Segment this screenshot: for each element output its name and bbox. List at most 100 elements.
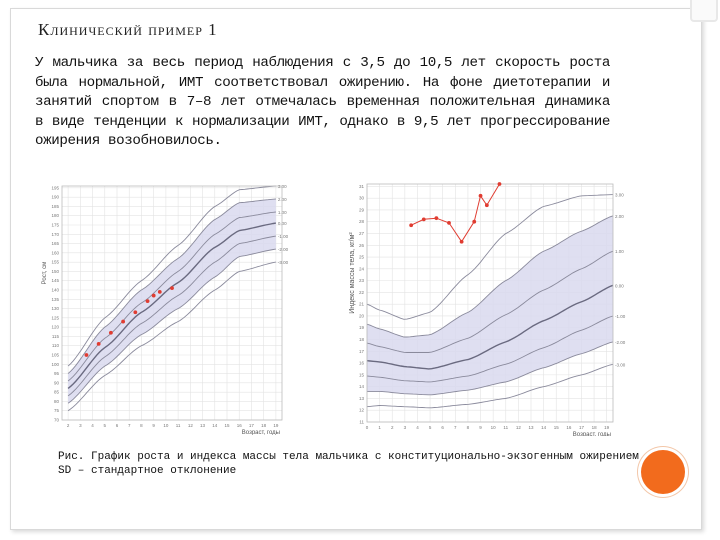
chart0-x-tick-label: 8	[140, 423, 143, 428]
chart0-y-tick-label: 190	[51, 195, 59, 200]
chart1-y-tick-label: 28	[359, 219, 365, 224]
chart1-sd-curve	[366, 250, 614, 353]
chart1-sd-curve	[366, 284, 614, 370]
chart0-y-tick-label: 195	[51, 185, 59, 190]
chart1-frame	[366, 183, 614, 423]
chart0-x-tick-label: 7	[128, 423, 131, 428]
chart0-y-tick-label: 185	[51, 204, 59, 209]
chart0-sd-label: -1.00	[278, 234, 289, 239]
chart0-patient-point	[133, 310, 138, 315]
chart0-y-tick-label: 175	[51, 223, 59, 228]
chart1-sd-label: -2.00	[615, 340, 626, 345]
chart0-y-tick-label: 70	[54, 418, 60, 423]
chart0-x-tick-label: 17	[249, 423, 255, 428]
chart1-sd-label: -1.00	[615, 314, 626, 319]
chart1-x-tick-label: 17	[579, 425, 585, 430]
chart0-y-tick-label: 105	[51, 353, 59, 358]
chart0-x-tick-label: 4	[91, 423, 94, 428]
chart1-patient-point	[447, 220, 451, 225]
chart1-y-tick-label: 29	[359, 207, 365, 212]
chart1-sd-label: 1.00	[615, 249, 624, 254]
chart1-y-tick-label: 20	[359, 313, 365, 318]
chart1-y-axis-label: Индекс массы тела, кг/м²	[349, 232, 356, 314]
chart1-patient-point	[409, 223, 414, 228]
chart0-y-tick-label: 180	[51, 213, 59, 218]
chart0-y-tick-label: 90	[54, 380, 60, 385]
chart0-x-tick-label: 2	[67, 423, 70, 428]
chart1-x-tick-label: 7	[454, 425, 457, 430]
chart0-sd-label: 2.00	[278, 197, 287, 202]
chart0-y-tick-label: 170	[51, 232, 59, 237]
chart0-y-tick-label: 110	[52, 343, 60, 348]
height-chart: 3.00 2.00 1.00 0.00 -1.00 -2.00 -3.00 70 75 80 85 9…	[38, 178, 338, 436]
bmi-chart-svg: 3.002.001.000.00-1.00-2.00-3.00111213141…	[349, 182, 626, 438]
chart1-sd-curve	[366, 363, 614, 409]
chart0-x-tick-label: 18	[261, 423, 267, 428]
slide-corner-decoration	[690, 0, 718, 22]
chart0-y-tick-label: 115	[52, 334, 60, 339]
chart0-patient-point	[151, 293, 156, 298]
chart1-patient-point	[421, 217, 426, 222]
chart1-sd-curve	[367, 341, 614, 396]
chart1-x-tick-label: 10	[491, 425, 497, 430]
chart1-y-tick-label: 22	[359, 290, 365, 295]
bmi-chart: 3.00 2.00 1.00 0.00 -1.00 -2.00 -3.00 11 12 13 14 1…	[345, 178, 638, 438]
chart0-y-axis-label: Рост, см	[42, 262, 48, 285]
chart1-x-tick-label: 18	[592, 425, 598, 430]
chart0-y-tick-label: 160	[51, 250, 59, 255]
chart1-x-tick-label: 15	[554, 425, 560, 430]
chart1-sd-band	[367, 215, 613, 395]
chart1-y-tick-label: 13	[359, 396, 365, 401]
chart0-x-tick-label: 3	[79, 423, 82, 428]
chart1-sd-label: -3.00	[615, 362, 626, 367]
chart0-y-tick-label: 165	[51, 241, 59, 246]
chart1-x-axis-label: Возраст, годы	[573, 432, 611, 436]
chart1-patient-point	[459, 239, 464, 244]
chart1-y-tick-label: 18	[359, 337, 365, 342]
chart1-patient-point	[497, 182, 502, 186]
chart1-x-tick-label: 9	[479, 425, 482, 430]
chart0-frame	[61, 185, 283, 421]
chart0-x-tick-label: 16	[237, 423, 243, 428]
chart1-x-tick-label: 12	[516, 425, 522, 430]
chart0-sd-band	[68, 199, 276, 404]
chart1-x-tick-label: 6	[441, 425, 444, 430]
chart0-y-tick-label: 140	[51, 288, 59, 293]
chart1-x-tick-label: 13	[528, 425, 534, 430]
chart0-sd-curve	[67, 198, 276, 374]
chart1-sd-curve	[366, 194, 614, 320]
chart1-x-tick-label: 2	[391, 425, 394, 430]
chart1-y-tick-label: 23	[359, 278, 365, 283]
chart0-sd-curve	[67, 261, 276, 412]
chart1-sd-label: 0.00	[615, 283, 624, 288]
chart1-x-tick-label: 1	[378, 425, 381, 430]
chart0-sd-curve	[67, 248, 276, 404]
chart0-patient-point	[145, 299, 150, 304]
chart0-patient-point	[84, 353, 89, 357]
chart0-x-tick-label: 12	[188, 423, 194, 428]
chart1-patient-point	[478, 193, 483, 198]
chart1-y-tick-label: 12	[359, 408, 365, 413]
chart0-y-tick-label: 75	[54, 408, 60, 413]
chart1-x-tick-label: 14	[541, 425, 547, 430]
chart1-y-tick-label: 19	[359, 325, 365, 330]
chart0-y-tick-label: 145	[51, 278, 59, 283]
chart0-y-tick-label: 85	[54, 390, 60, 395]
chart0-y-tick-label: 100	[51, 362, 59, 367]
chart0-sd-curve	[67, 211, 276, 382]
chart1-x-tick-label: 16	[566, 425, 572, 430]
chart0-y-tick-label: 150	[51, 269, 59, 274]
chart0-patient-point	[157, 289, 162, 294]
chart0-sd-label: 0.00	[278, 221, 287, 226]
chart0-x-tick-label: 9	[152, 423, 155, 428]
chart1-x-tick-label: 4	[416, 425, 419, 430]
chart0-sd-label: -3.00	[278, 260, 289, 265]
chart1-sd-label: 2.00	[615, 214, 624, 219]
chart0-sd-curve	[67, 185, 276, 367]
chart0-x-tick-label: 19	[273, 423, 279, 428]
chart0-y-tick-label: 95	[54, 371, 60, 376]
chart1-x-tick-label: 3	[404, 425, 407, 430]
chart0-y-tick-label: 120	[51, 325, 59, 330]
chart1-x-tick-label: 5	[429, 425, 432, 430]
chart1-sd-curve	[366, 215, 614, 338]
